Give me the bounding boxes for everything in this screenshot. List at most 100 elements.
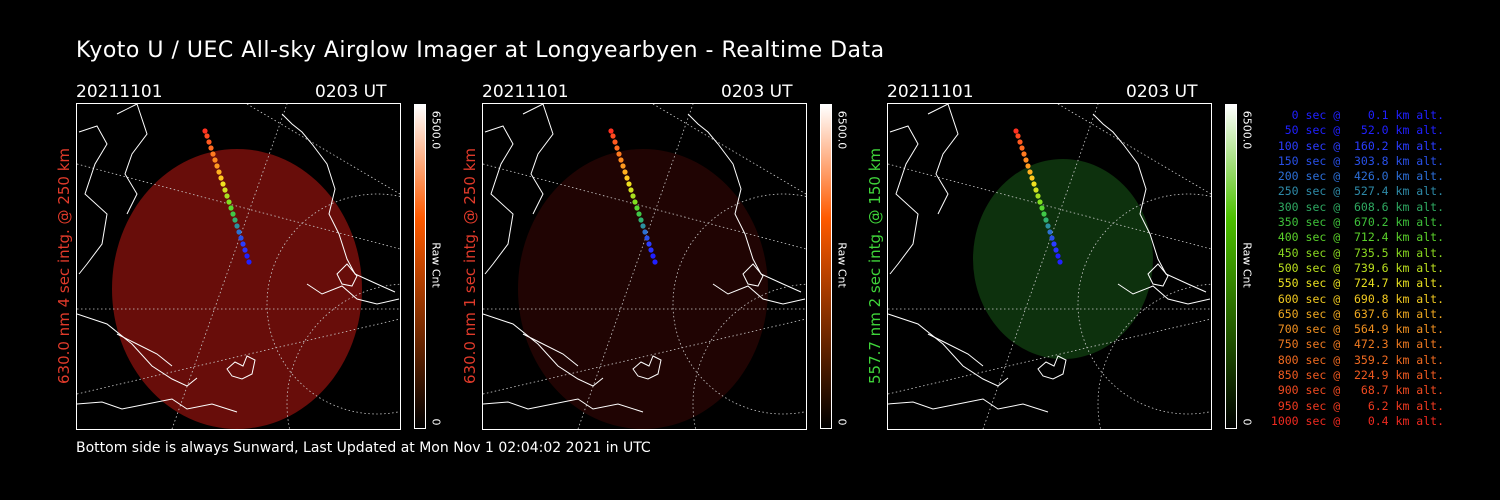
trajectory-point xyxy=(612,139,618,145)
trajectory-point xyxy=(202,128,208,134)
trajectory-point xyxy=(1039,205,1045,211)
trajectory-point xyxy=(1023,157,1029,163)
trajectory-legend-row: 100 sec @ 160.2 km alt. xyxy=(1270,138,1444,153)
coastline xyxy=(927,333,984,367)
coastline xyxy=(712,283,806,305)
trajectory-point xyxy=(632,199,638,205)
grid-line xyxy=(77,318,400,395)
trajectory-point xyxy=(234,223,240,229)
panel-3-cbar-min: 0 xyxy=(1240,418,1254,426)
trajectory-legend-row: 450 sec @ 735.5 km alt. xyxy=(1270,245,1444,260)
trajectory-point xyxy=(1037,199,1043,205)
grid-arc xyxy=(286,283,400,429)
trajectory-legend-row: 950 sec @ 6.2 km alt. xyxy=(1270,398,1444,413)
panel-1-cbar-min: 0 xyxy=(429,418,443,426)
coastline xyxy=(522,104,554,215)
trajectory-point xyxy=(610,133,616,139)
grid-arc xyxy=(1077,193,1211,415)
trajectory-point xyxy=(624,175,630,181)
trajectory-point xyxy=(216,169,222,175)
panel-1-ylabel: 630.0 nm 4 sec intg. @ 250 km xyxy=(55,147,73,385)
trajectory-point xyxy=(1033,187,1039,193)
grid-arc xyxy=(1097,283,1211,429)
trajectory-point xyxy=(206,139,212,145)
trajectory-point xyxy=(1013,128,1019,134)
trajectory-point xyxy=(642,229,648,235)
trajectory-point xyxy=(1021,151,1027,157)
trajectory-point xyxy=(638,217,644,223)
trajectory-point xyxy=(226,199,232,205)
trajectory-point xyxy=(1017,139,1023,145)
panel-2-cbar-max: 6500.0 xyxy=(835,110,849,150)
trajectory-point xyxy=(244,253,250,259)
trajectory-point xyxy=(1045,223,1051,229)
trajectory-point xyxy=(1015,133,1021,139)
trajectory-point xyxy=(1041,211,1047,217)
panel-2-colorbar xyxy=(820,104,832,429)
trajectory-point xyxy=(224,193,230,199)
trajectory-point xyxy=(608,128,614,134)
trajectory-legend-row: 650 sec @ 637.6 km alt. xyxy=(1270,306,1444,321)
coastline xyxy=(306,283,400,305)
grid-line xyxy=(483,318,806,395)
trajectory-point xyxy=(1047,229,1053,235)
grid-line xyxy=(171,104,288,429)
trajectory-point xyxy=(230,211,236,217)
trajectory-point xyxy=(1027,169,1033,175)
trajectory-point xyxy=(204,133,210,139)
trajectory-point xyxy=(222,187,228,193)
panel-1-time: 0203 UT xyxy=(315,82,387,102)
footer-status: Bottom side is always Sunward, Last Upda… xyxy=(76,440,651,456)
grid-arc xyxy=(266,193,400,415)
coastline xyxy=(888,313,1009,387)
airglow-disk xyxy=(112,149,362,429)
coastline xyxy=(742,263,764,287)
coastline xyxy=(687,113,802,293)
trajectory-legend-row: 1000 sec @ 0.4 km alt. xyxy=(1270,413,1444,428)
trajectory-point xyxy=(620,163,626,169)
grid-line xyxy=(246,104,400,195)
panel-1-date: 20211101 xyxy=(76,82,163,102)
trajectory-point xyxy=(1055,253,1061,259)
panel-1-colorbar xyxy=(414,104,426,429)
trajectory-point xyxy=(622,169,628,175)
panel-3-map xyxy=(888,104,1211,429)
trajectory-point xyxy=(210,151,216,157)
coastline xyxy=(78,125,108,275)
airglow-disk xyxy=(973,159,1153,359)
trajectory-legend-row: 300 sec @ 608.6 km alt. xyxy=(1270,199,1444,214)
grid-arc xyxy=(692,283,806,429)
panel-3-ylabel: 557.7 nm 2 sec intg. @ 150 km xyxy=(866,147,884,385)
coastline xyxy=(116,333,173,367)
trajectory-point xyxy=(1051,241,1057,247)
trajectory-point xyxy=(636,211,642,217)
trajectory-legend-row: 700 sec @ 564.9 km alt. xyxy=(1270,322,1444,337)
trajectory-point xyxy=(238,235,244,241)
airglow-disk xyxy=(518,149,768,429)
trajectory-point xyxy=(652,259,658,265)
grid-arc xyxy=(672,193,806,415)
panel-2-time: 0203 UT xyxy=(721,82,793,102)
coastline xyxy=(889,125,919,275)
panel-1-sky-image xyxy=(76,103,401,430)
trajectory-point xyxy=(1029,175,1035,181)
panel-3-cbar-max: 6500.0 xyxy=(1240,110,1254,150)
trajectory-legend-row: 850 sec @ 224.9 km alt. xyxy=(1270,368,1444,383)
coastline xyxy=(336,263,358,287)
panel-2-date: 20211101 xyxy=(482,82,569,102)
trajectory-point xyxy=(1049,235,1055,241)
panel-2-map xyxy=(483,104,806,429)
trajectory-legend-row: 350 sec @ 670.2 km alt. xyxy=(1270,215,1444,230)
trajectory-point xyxy=(220,181,226,187)
coastline xyxy=(888,398,1049,413)
trajectory-point xyxy=(1053,247,1059,253)
panel-1-map xyxy=(77,104,400,429)
trajectory-point xyxy=(228,205,234,211)
trajectory-point xyxy=(1025,163,1031,169)
coastline xyxy=(77,398,238,413)
trajectory-legend-row: 250 sec @ 527.4 km alt. xyxy=(1270,184,1444,199)
trajectory-legend-row: 900 sec @ 68.7 km alt. xyxy=(1270,383,1444,398)
panel-3-date: 20211101 xyxy=(887,82,974,102)
trajectory-point xyxy=(646,241,652,247)
coastline xyxy=(927,104,959,215)
